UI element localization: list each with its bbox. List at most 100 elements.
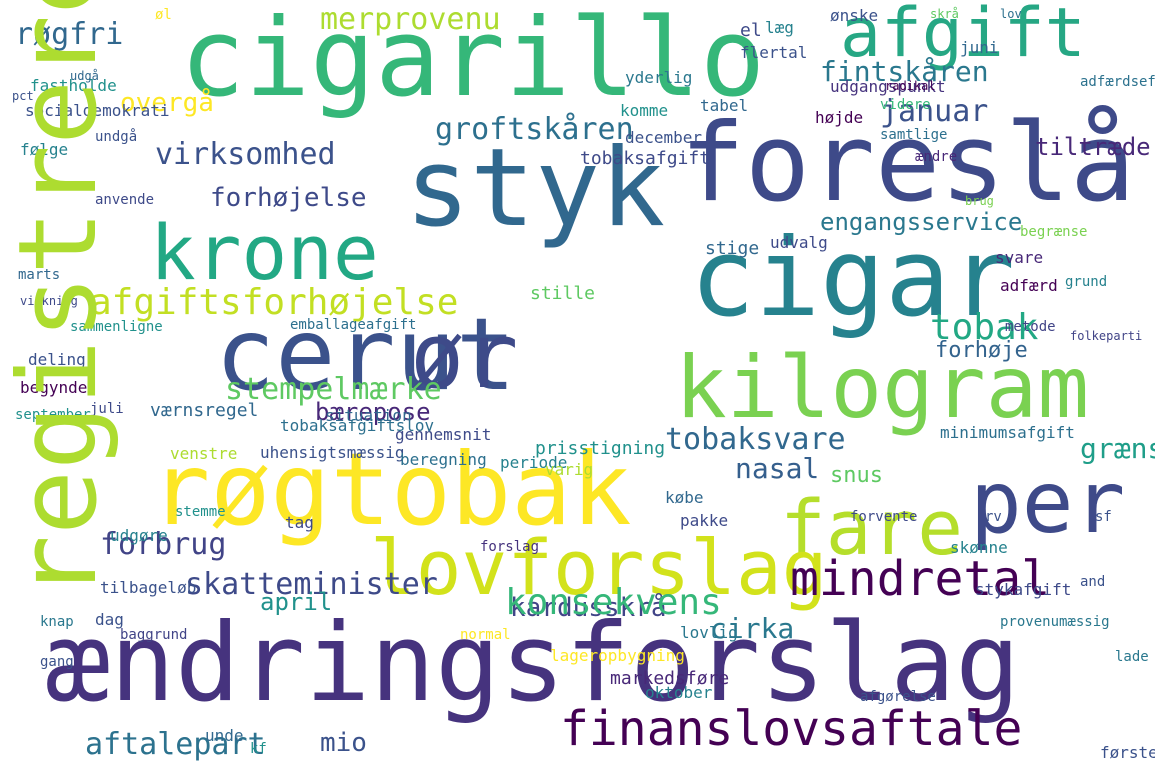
cloud-word: kardusskrå <box>510 593 667 623</box>
cloud-word: cigarillo <box>180 0 766 121</box>
cloud-word: kf <box>250 741 267 757</box>
cloud-word: cerut <box>215 296 517 413</box>
cloud-word: el <box>740 20 762 41</box>
cloud-word: stykafgift <box>975 580 1072 599</box>
cloud-word: gang <box>40 654 74 670</box>
cloud-word: undgå <box>95 129 138 145</box>
cloud-word: stemme <box>175 504 226 520</box>
cloud-word: ændringsforslag <box>45 601 1021 726</box>
cloud-word: merprovenu <box>320 2 501 37</box>
cloud-word: situation <box>325 406 412 425</box>
cloud-word: sf <box>1095 509 1112 525</box>
cloud-word: tobak <box>930 307 1039 348</box>
cloud-word: minimumsafgift <box>940 423 1075 442</box>
cloud-word: unde <box>205 726 244 745</box>
cloud-word: konsekvens <box>505 582 722 623</box>
cloud-word: skønne <box>950 538 1008 557</box>
cloud-word: nasal <box>735 452 820 485</box>
cloud-word: foreslå <box>680 101 1136 226</box>
cloud-word: marts <box>18 267 61 283</box>
cloud-word: virkning <box>20 294 78 308</box>
cloud-word: varig <box>545 460 594 479</box>
cloud-word: tabel <box>700 96 749 115</box>
cloud-word: yderlig <box>625 68 693 87</box>
cloud-word: begynde <box>20 378 88 397</box>
cloud-word: udvalg <box>770 233 828 252</box>
cloud-word: socialdemokrati <box>25 101 170 120</box>
cloud-word: overgå <box>120 88 214 118</box>
cloud-word: emballageafgift <box>290 317 417 333</box>
cloud-word: adfærdseffekt <box>1080 74 1155 90</box>
cloud-word: lov <box>1000 7 1022 21</box>
cloud-word: følge <box>20 140 69 159</box>
cloud-word: venstre <box>170 444 238 463</box>
cloud-word: afgiftsforhøjelse <box>90 282 459 323</box>
cloud-word: forhøje <box>935 338 1028 363</box>
cloud-word: fastholde <box>30 76 117 95</box>
cloud-word: per <box>970 453 1126 553</box>
cloud-word: dag <box>95 610 124 629</box>
cloud-word: udgangspunkt <box>830 77 946 96</box>
cloud-word: udgå <box>70 69 99 83</box>
cloud-word: registrere <box>0 0 121 600</box>
cloud-word: pct <box>12 89 34 103</box>
cloud-word: radikal <box>885 79 936 93</box>
cloud-word: rv <box>985 509 1002 525</box>
cloud-word: engangsservice <box>820 208 1023 236</box>
cloud-word: tobaksafgift <box>580 148 711 169</box>
cloud-word: gennemsnit <box>395 425 492 444</box>
cloud-word: udgøre <box>110 526 168 545</box>
cloud-word: værnsregel <box>150 400 259 421</box>
cloud-word: skrå <box>930 7 959 21</box>
cloud-word: kilogram <box>675 338 1090 438</box>
cloud-word: december <box>625 128 703 147</box>
cloud-word: tag <box>285 513 314 532</box>
cloud-word: afgørelse <box>860 689 936 705</box>
cloud-word: virksomhed <box>155 137 336 172</box>
cloud-word: uhensigtsmæssig <box>260 443 405 462</box>
cloud-word: markedsføre <box>610 668 730 689</box>
cloud-word: stige <box>705 238 760 259</box>
cloud-word: provenumæssig <box>1000 614 1110 630</box>
cloud-word: april <box>260 588 333 616</box>
cloud-word: folkeparti <box>1070 329 1143 343</box>
cloud-word: oktober <box>645 683 713 702</box>
cloud-word: røgtobak <box>150 431 632 548</box>
cloud-word: samtlige <box>880 127 948 143</box>
cloud-word: snus <box>830 463 883 488</box>
cloud-word: lovlig <box>680 623 738 642</box>
cloud-word: grund <box>1065 274 1108 290</box>
cloud-word: flertal <box>740 43 808 62</box>
cloud-word: tiltræde <box>1035 133 1151 161</box>
cloud-word: prisstigning <box>535 438 666 459</box>
cloud-word: normal <box>460 627 511 643</box>
cloud-word: aftalepart <box>85 727 266 762</box>
cloud-word: grænsehandel <box>1080 432 1155 465</box>
cloud-word: ønske <box>830 6 879 25</box>
cloud-word: øl <box>155 7 172 23</box>
cloud-word: forslag <box>480 539 540 555</box>
cloud-word: fintskåren <box>820 55 989 88</box>
cloud-word: komme <box>620 101 669 120</box>
cloud-word: højde <box>815 108 864 127</box>
cloud-word: groftskåren <box>435 112 634 147</box>
cloud-word: lovforslag <box>370 523 828 612</box>
cloud-word: mindretal <box>790 551 1051 607</box>
cloud-word: ændre <box>915 149 958 165</box>
cloud-word: krone <box>150 208 379 297</box>
cloud-word: afgift <box>840 0 1086 73</box>
cloud-word: forvente <box>850 509 918 525</box>
cloud-word: cigar <box>690 216 1016 341</box>
cloud-word: stempelmærke <box>225 372 442 407</box>
cloud-word: læg <box>765 18 794 37</box>
cloud-word: lageropbygning <box>550 646 685 665</box>
cloud-word: periode <box>500 453 568 472</box>
cloud-word: juni <box>960 38 999 57</box>
cloud-word: and <box>1080 574 1106 590</box>
cloud-word: første <box>1100 743 1155 762</box>
cloud-word: anvende <box>95 192 155 208</box>
cloud-word: lade <box>1115 649 1149 665</box>
cloud-word: september <box>15 407 91 423</box>
cloud-word: tobaksvare <box>665 422 846 457</box>
